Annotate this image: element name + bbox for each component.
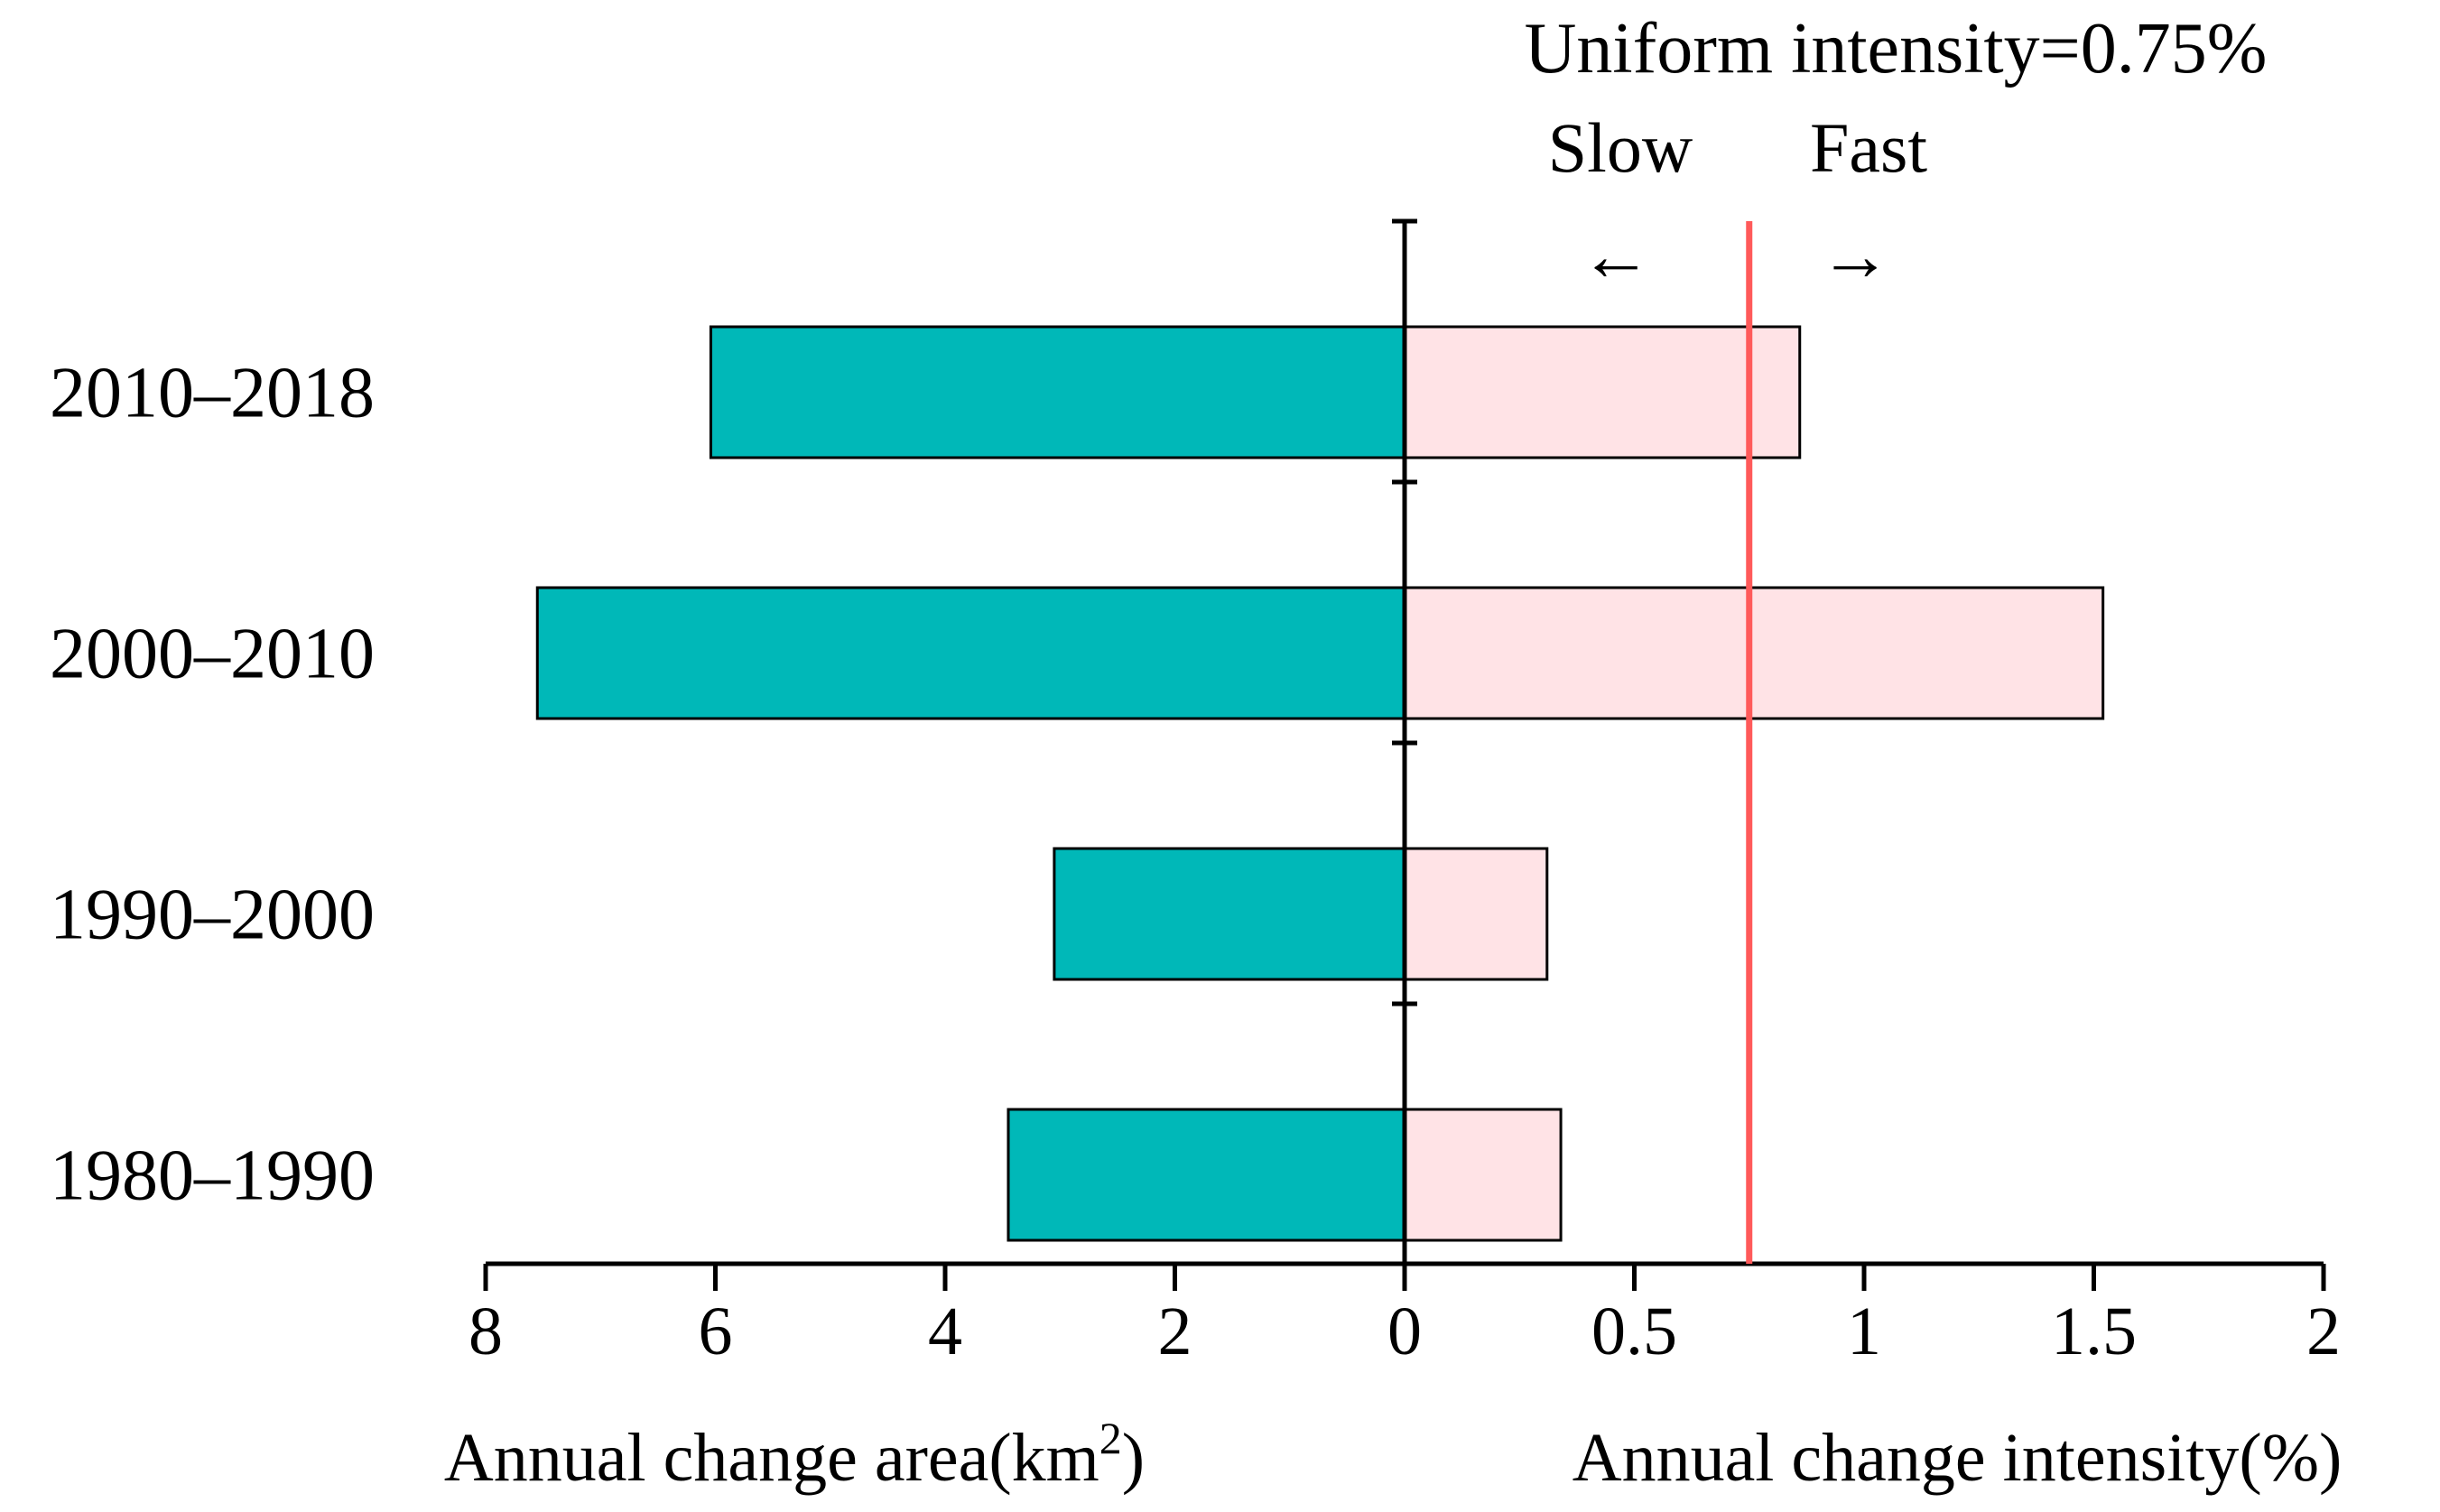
left-axis-title-close: )	[1122, 1420, 1145, 1496]
slow-label: Slow	[1548, 108, 1693, 187]
category-labels: 2010–2018 2000–2010 1990–2000 1980–1990	[50, 354, 375, 1216]
category-label-3: 1980–1990	[50, 1136, 375, 1216]
intensity-bars	[1403, 325, 2105, 1242]
right-tick-label: 1	[1847, 1294, 1881, 1369]
left-tick-label: 6	[699, 1294, 733, 1369]
left-tick-label: 8	[469, 1294, 503, 1369]
fast-arrow-icon: →	[1819, 217, 1891, 296]
intensity-bar-3	[1403, 1108, 1563, 1242]
intensity-bar-1	[1403, 586, 2105, 720]
category-label-0: 2010–2018	[50, 354, 375, 433]
left-tick-label: 0	[1387, 1294, 1422, 1369]
area-bar-1	[535, 586, 1406, 720]
area-bar-2	[1053, 847, 1406, 981]
right-tick-label: 0.5	[1591, 1294, 1677, 1369]
area-bars	[535, 325, 1406, 1242]
uniform-intensity-label: Uniform intensity=0.75%	[1525, 9, 2268, 88]
left-axis-title: Annual change area(km2)	[444, 1413, 1145, 1496]
right-axis-title: Annual change intensity(%)	[1573, 1420, 2343, 1496]
right-tick-label: 2	[2306, 1294, 2341, 1369]
area-bar-3	[1007, 1108, 1406, 1242]
axes	[483, 218, 2326, 1291]
slow-arrow-icon: ←	[1580, 217, 1652, 296]
category-label-1: 2000–2010	[50, 615, 375, 694]
intensity-bar-0	[1403, 325, 1802, 459]
area-bar-0	[709, 325, 1406, 459]
right-tick-label: 1.5	[2051, 1294, 2137, 1369]
left-axis-title-main: Annual change area(km	[444, 1420, 1099, 1496]
tick-labels: 8 6 4 2 0 0.5 1 1.5 2	[469, 1294, 2341, 1369]
left-tick-label: 4	[928, 1294, 962, 1369]
left-tick-label: 2	[1158, 1294, 1192, 1369]
left-axis-title-sup: 2	[1099, 1413, 1122, 1463]
category-label-2: 1990–2000	[50, 876, 375, 955]
fast-label: Fast	[1810, 108, 1927, 187]
intensity-bar-2	[1403, 847, 1549, 981]
